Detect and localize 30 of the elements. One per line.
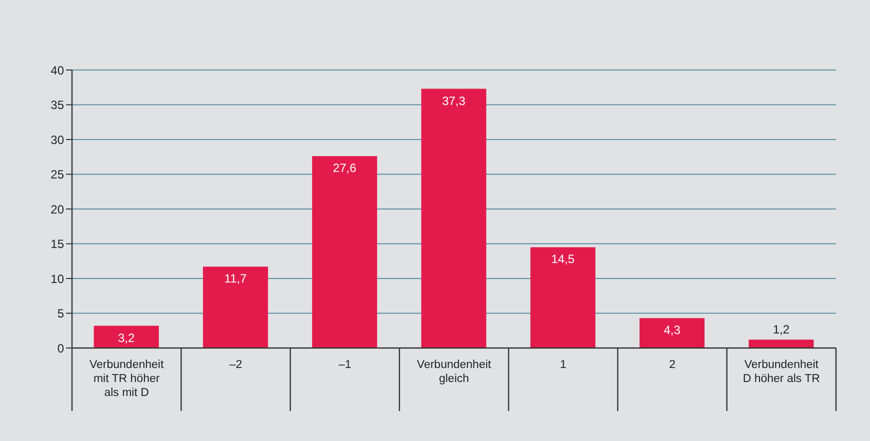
x-tick-label: 2 xyxy=(669,359,676,371)
data-label: 37,3 xyxy=(442,94,466,108)
y-tick-label: 35 xyxy=(50,98,64,112)
x-tick-label: Verbundenheit mit TR höher als mit D xyxy=(89,359,164,399)
bar xyxy=(202,266,268,348)
y-tick-label: 10 xyxy=(50,272,64,286)
x-tick-label: –2 xyxy=(229,359,242,371)
bar xyxy=(312,156,378,348)
y-tick-label: 40 xyxy=(50,63,64,78)
y-tick-label: 15 xyxy=(50,237,64,252)
x-tick-label: –1 xyxy=(338,359,352,371)
data-label: 3,2 xyxy=(118,330,135,345)
bar xyxy=(94,326,159,348)
x-tick-label: 1 xyxy=(560,359,566,371)
y-tick-label: 20 xyxy=(50,202,64,216)
x-tick-label: Verbundenheit D höher als TR xyxy=(742,359,820,385)
data-label: 4,3 xyxy=(664,323,681,338)
y-tick-label: 25 xyxy=(50,168,64,182)
data-label: 1,2 xyxy=(772,322,790,337)
bar xyxy=(640,318,705,348)
y-tick-label: 30 xyxy=(50,132,64,147)
data-label: 11,7 xyxy=(224,272,248,286)
x-tick-label: Verbundenheit gleich xyxy=(416,359,492,385)
data-label: 27,6 xyxy=(332,161,357,176)
bar xyxy=(748,340,814,348)
y-tick-label: 0 xyxy=(57,341,64,356)
bar xyxy=(421,88,486,348)
y-tick-label: 5 xyxy=(57,306,64,321)
bar xyxy=(530,247,596,348)
data-label: 14,5 xyxy=(551,252,575,266)
